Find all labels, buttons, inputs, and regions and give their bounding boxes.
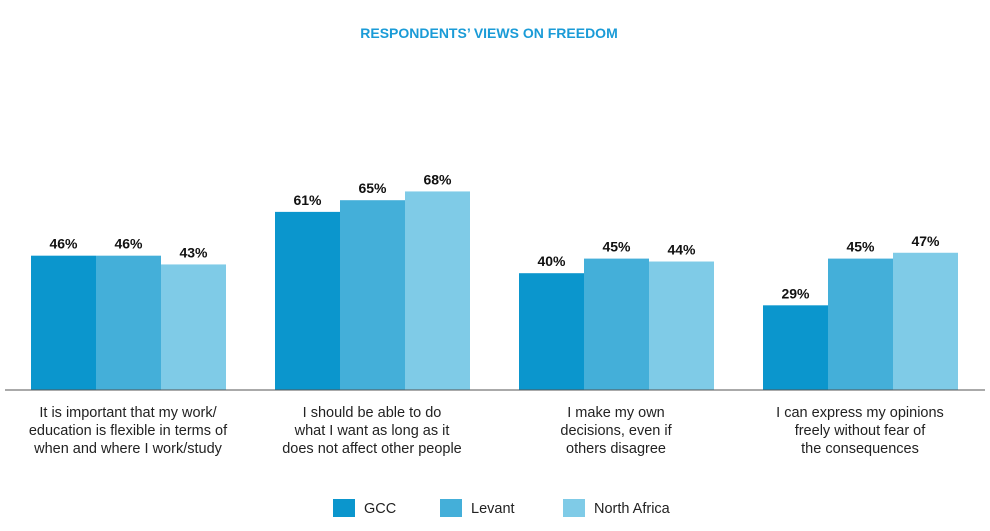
value-label: 44% (667, 242, 696, 258)
legend-label: North Africa (594, 501, 671, 517)
bar-levant-cat3 (584, 258, 649, 390)
category-label-line: education is flexible in terms of (29, 423, 228, 439)
category-label-line: freely without fear of (795, 423, 927, 439)
bar-north-africa-cat2 (405, 191, 470, 390)
category-label-line: when and where I work/study (33, 441, 223, 457)
value-label: 43% (179, 244, 208, 260)
value-label: 46% (49, 236, 78, 252)
bar-levant-cat1 (96, 255, 161, 390)
value-label: 47% (911, 233, 940, 249)
category-labels-layer: It is important that my work/education i… (29, 405, 944, 457)
value-labels-layer: 46% 61% 40% 29% 46% 65% 45% 45% 43% 68% 44% 47% (49, 171, 940, 301)
category-label-line: It is important that my work/ (39, 405, 217, 421)
category-label-line: others disagree (566, 441, 666, 457)
category-label-line: does not affect other people (282, 441, 462, 457)
legend-swatch (563, 499, 585, 517)
legend-label: Levant (471, 501, 515, 517)
bar-north-africa-cat1 (161, 264, 226, 390)
value-label: 45% (602, 239, 631, 255)
bar-gcc-cat1 (31, 255, 96, 390)
category-label-line: the consequences (801, 441, 919, 457)
bar-gcc-cat3 (519, 273, 584, 390)
legend-label: GCC (364, 501, 396, 517)
value-label: 65% (358, 180, 387, 196)
legend: GCC Levant North Africa (333, 499, 671, 517)
value-label: 46% (114, 236, 143, 252)
bar-levant-cat4 (828, 258, 893, 390)
bars-layer (31, 191, 958, 390)
value-label: 29% (781, 285, 810, 301)
value-label: 61% (293, 192, 322, 208)
category-label-line: decisions, even if (560, 423, 672, 439)
category-label-line: I make my own (567, 405, 665, 421)
category-label-line: I should be able to do (303, 405, 442, 421)
category-label-line: I can express my opinions (776, 405, 944, 421)
bar-levant-cat2 (340, 200, 405, 390)
value-label: 40% (537, 253, 566, 269)
value-label: 68% (423, 171, 452, 187)
bar-north-africa-cat3 (649, 261, 714, 390)
bar-gcc-cat4 (763, 305, 828, 390)
chart-title: RESPONDENTS’ VIEWS ON FREEDOM (360, 25, 617, 41)
bar-north-africa-cat4 (893, 252, 958, 390)
category-label-line: what I want as long as it (294, 423, 450, 439)
bar-gcc-cat2 (275, 211, 340, 390)
legend-swatch (440, 499, 462, 517)
legend-swatch (333, 499, 355, 517)
value-label: 45% (846, 239, 875, 255)
